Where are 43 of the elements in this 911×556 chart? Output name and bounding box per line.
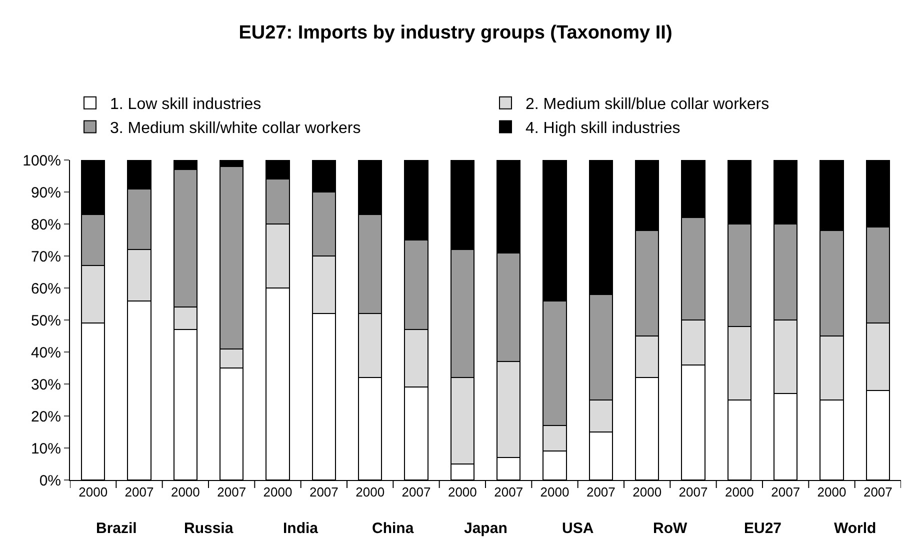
text: EU27 (744, 520, 782, 537)
y-tick-label: 80% (30, 216, 61, 234)
x-tick-label: 2000 (78, 484, 108, 500)
legend-label: 3. Medium skill/white collar workers (110, 120, 361, 137)
y-tick-label: 100% (22, 152, 61, 170)
x-tick-label: 2007 (586, 484, 616, 500)
text: RoW (653, 520, 688, 537)
text: India (283, 520, 319, 537)
text: China (372, 520, 414, 537)
text: World (834, 520, 876, 537)
text: Brazil (96, 520, 137, 537)
x-tick-label: 2000 (263, 484, 292, 500)
y-tick-label: 0% (39, 472, 61, 490)
y-tick-label: 50% (30, 312, 61, 330)
x-tick-label: 2000 (448, 484, 477, 500)
y-tick-label: 70% (30, 248, 61, 266)
x-tick-label: 2007 (124, 484, 154, 500)
y-tick-label: 40% (30, 344, 61, 362)
x-tick-label: 2000 (724, 484, 754, 500)
y-tick-label: 90% (30, 184, 61, 202)
x-tick-label: 2000 (540, 484, 570, 500)
text: Japan (464, 520, 508, 537)
y-tick-label: 20% (30, 408, 61, 426)
y-tick-label: 30% (30, 376, 61, 394)
x-tick-label: 2000 (632, 484, 662, 500)
y-tick-label: 10% (30, 440, 61, 458)
x-tick-label: 2007 (678, 484, 708, 500)
y-tick-label: 60% (30, 280, 61, 298)
x-tick-label: 2000 (356, 484, 385, 500)
x-tick-label: 2007 (402, 484, 431, 500)
text: USA (562, 520, 594, 537)
x-tick-label: 2007 (771, 484, 800, 500)
x-tick-label: 2000 (170, 484, 200, 500)
legend-label: 4. High skill industries (526, 120, 680, 137)
x-tick-label: 2007 (217, 484, 246, 500)
chart-title: EU27: Imports by industry groups (Taxonomy II) (238, 22, 672, 44)
text: Russia (184, 520, 234, 537)
x-tick-label: 2000 (817, 484, 846, 500)
legend-label: 2. Medium skill/blue collar workers (526, 96, 770, 114)
x-tick-label: 2007 (494, 484, 524, 500)
legend-label: 1. Low skill industries (110, 96, 262, 114)
x-tick-label: 2007 (309, 484, 338, 500)
x-tick-label: 2007 (863, 484, 892, 500)
